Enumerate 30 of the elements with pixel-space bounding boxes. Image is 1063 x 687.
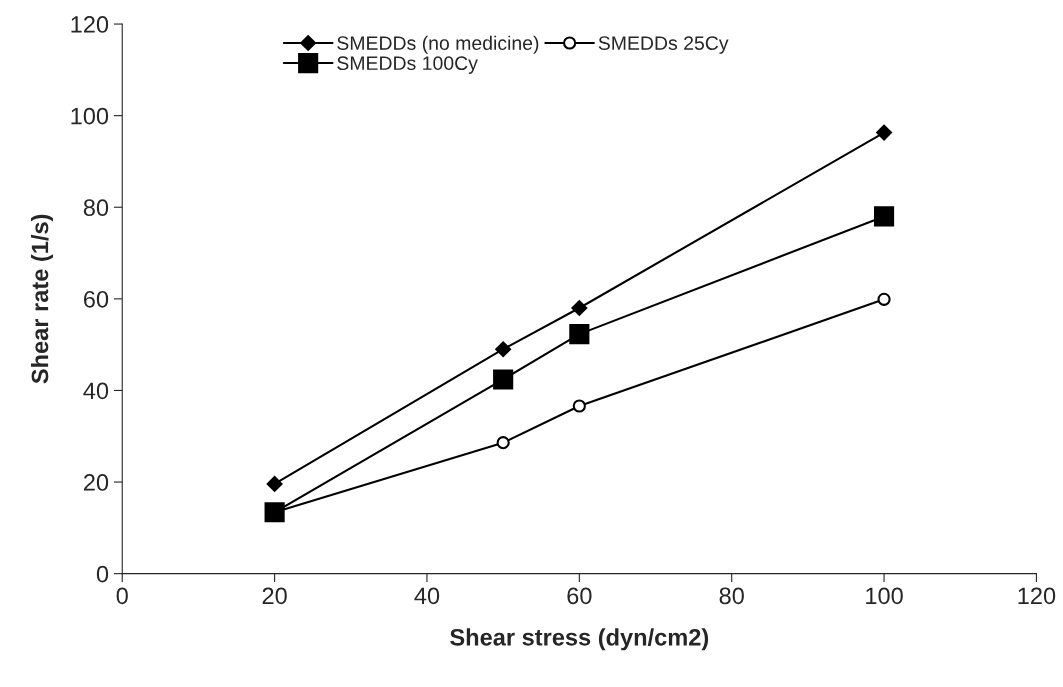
point bbox=[495, 341, 512, 358]
y-tick-label: 20 bbox=[83, 474, 109, 491]
legend-label: SMEDDs 100Cy bbox=[337, 56, 478, 74]
y-tick-label: 100 bbox=[71, 107, 109, 125]
point bbox=[571, 300, 588, 316]
point bbox=[877, 292, 891, 306]
point bbox=[266, 475, 283, 492]
x-tick-label: 0 bbox=[116, 587, 128, 605]
x-axis-title: Shear stress (dyn/cm2) bbox=[450, 628, 709, 651]
point bbox=[493, 369, 514, 390]
y-tick-label: 80 bbox=[83, 199, 109, 217]
x-tick-label: 60 bbox=[567, 587, 592, 605]
legend-label: SMEDDs (no medicine) bbox=[337, 35, 539, 54]
point bbox=[496, 436, 510, 450]
y-axis-title: Shear rate (1/s) bbox=[30, 214, 53, 384]
legend-label: SMEDDs 25Cy bbox=[598, 36, 729, 54]
point bbox=[264, 502, 285, 523]
y-tick-label: 60 bbox=[83, 290, 109, 308]
point bbox=[569, 324, 590, 345]
y-tick-label: 120 bbox=[71, 16, 109, 33]
x-tick-label: 80 bbox=[719, 587, 744, 605]
x-tick-label: 100 bbox=[866, 587, 903, 605]
x-tick-label: 20 bbox=[262, 587, 287, 605]
x-tick-label: 120 bbox=[1018, 587, 1056, 605]
x-tick-label: 40 bbox=[414, 587, 440, 605]
point bbox=[572, 399, 586, 413]
point bbox=[873, 206, 895, 227]
y-tick-label: 40 bbox=[83, 382, 109, 400]
point bbox=[876, 124, 892, 141]
y-tick-label: 0 bbox=[96, 565, 109, 583]
